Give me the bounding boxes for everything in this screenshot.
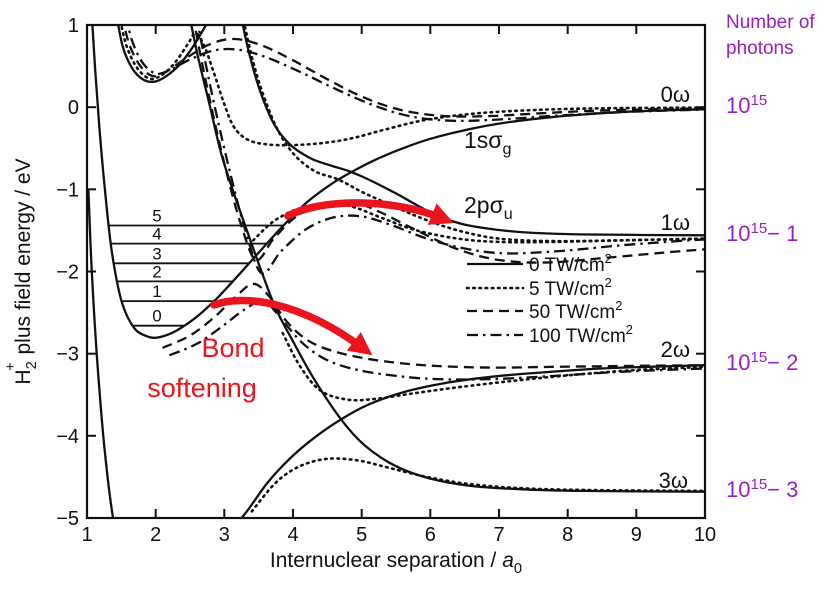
label-2p-sigma-u-part: u bbox=[504, 205, 513, 223]
curve-sigma-g-0omega bbox=[91, 25, 705, 339]
photon-panel-title-line2: photons bbox=[726, 38, 794, 59]
x-tick-label-4: 4 bbox=[287, 524, 298, 546]
y-tick-label-1: 1 bbox=[68, 15, 79, 37]
x-tick-label-8: 8 bbox=[562, 524, 573, 546]
axes-frame bbox=[85, 23, 707, 520]
curve-sigma-g-2omega bbox=[87, 189, 705, 518]
curve-dotted-2omega bbox=[281, 331, 705, 402]
legend-label-dashed-part: 50 TW/cm bbox=[529, 302, 615, 323]
curve-sigma-u-3omega bbox=[190, 25, 705, 493]
photons-0-part: 15 bbox=[750, 92, 767, 109]
y-tick-label-−3: −3 bbox=[56, 344, 79, 366]
curve-dashed-0omega bbox=[123, 25, 705, 118]
curve-dotted-0omega bbox=[119, 25, 705, 147]
curve-dashed-2omega bbox=[162, 282, 705, 369]
y-axis-title-part: 2 bbox=[24, 361, 40, 369]
label-1omega: 1ω bbox=[661, 210, 690, 235]
label-1omega-part: 1ω bbox=[661, 210, 690, 235]
x-tick-label-9: 9 bbox=[631, 524, 642, 546]
label-2p-sigma-u: 2pσu bbox=[464, 192, 513, 223]
y-axis-title-part: H bbox=[12, 369, 35, 384]
curve-dashdot-2omega bbox=[168, 299, 705, 381]
y-tick-label-−4: −4 bbox=[56, 426, 79, 448]
curves-group bbox=[87, 25, 705, 518]
photons-1-part: 15 bbox=[750, 220, 767, 237]
photons-1: 1015− 1 bbox=[726, 220, 798, 246]
bond-softening-arrow-1omega bbox=[284, 199, 454, 225]
label-2p-sigma-u-part: 2pσ bbox=[464, 192, 504, 218]
y-tick-label-−1: −1 bbox=[56, 179, 79, 201]
y-axis-title-part: + bbox=[3, 362, 19, 370]
photons-0-part: 10 bbox=[726, 93, 750, 118]
curve-dotted-3omega bbox=[250, 457, 705, 513]
curve-sigma-u-1omega bbox=[241, 25, 705, 237]
x-tick-label-6: 6 bbox=[425, 524, 436, 546]
y-axis-title: H2 + plus field energy / eV bbox=[3, 158, 40, 384]
photons-2-part: 10 bbox=[726, 350, 750, 375]
y-tick-label-0: 0 bbox=[68, 97, 79, 119]
legend-label-dashdot: 100 TW/cm2 bbox=[529, 322, 633, 347]
label-1s-sigma-g-part: g bbox=[503, 140, 512, 158]
photons-3-part: 15 bbox=[750, 476, 767, 493]
x-axis-title-part: a bbox=[502, 549, 514, 572]
legend-label-solid-part: 0 TW/cm bbox=[529, 255, 605, 276]
x-axis-title-part: Internuclear separation / bbox=[270, 549, 502, 572]
vibrational-level-label-0: 0 bbox=[152, 307, 161, 326]
photons-1-part: 10 bbox=[726, 221, 750, 246]
x-axis-title-part: 0 bbox=[514, 561, 522, 577]
bond-softening-text-line2: softening bbox=[147, 373, 257, 403]
x-tick-label-3: 3 bbox=[219, 524, 230, 546]
photons-3: 1015− 3 bbox=[726, 476, 798, 502]
label-2omega: 2ω bbox=[661, 337, 690, 362]
photon-panel-title-line1: Number of bbox=[726, 12, 815, 33]
legend-label-dashed: 50 TW/cm2 bbox=[529, 298, 622, 323]
label-2omega-part: 2ω bbox=[661, 337, 690, 362]
vibrational-level-label-5: 5 bbox=[152, 206, 161, 225]
legend-label-dashdot-part: 100 TW/cm bbox=[529, 326, 626, 347]
x-tick-label-7: 7 bbox=[493, 524, 504, 546]
x-tick-label-5: 5 bbox=[356, 524, 367, 546]
photons-2-part: − 2 bbox=[767, 350, 798, 375]
y-tick-label-−5: −5 bbox=[56, 508, 79, 530]
legend-label-solid: 0 TW/cm2 bbox=[529, 251, 612, 276]
vibrational-level-label-1: 1 bbox=[152, 282, 161, 301]
photons-0: 1015 bbox=[726, 92, 767, 118]
x-tick-label-2: 2 bbox=[150, 524, 161, 546]
vibrational-level-label-2: 2 bbox=[152, 262, 161, 281]
legend-label-dotted: 5 TW/cm2 bbox=[529, 275, 612, 300]
photons-1-part: − 1 bbox=[767, 221, 798, 246]
label-3omega-part: 3ω bbox=[659, 468, 688, 493]
label-1s-sigma-g: 1sσg bbox=[464, 127, 511, 158]
legend-label-dotted-part: 2 bbox=[605, 275, 612, 290]
bond-softening-text-line1: Bond bbox=[201, 333, 264, 363]
label-0omega-part: 0ω bbox=[661, 82, 690, 107]
legend-label-dashdot-part: 2 bbox=[626, 322, 633, 337]
x-tick-label-1: 1 bbox=[81, 524, 92, 546]
photons-3-part: − 3 bbox=[767, 477, 798, 502]
legend-label-dotted-part: 5 TW/cm bbox=[529, 279, 605, 300]
photons-3-part: 10 bbox=[726, 477, 750, 502]
photons-2: 1015− 2 bbox=[726, 349, 798, 375]
curve-upper-well-solid bbox=[117, 25, 208, 84]
vibrational-level-label-4: 4 bbox=[152, 225, 161, 244]
x-axis-title: Internuclear separation / a0 bbox=[270, 549, 522, 577]
photons-2-part: 15 bbox=[750, 349, 767, 366]
curve-dashdot-0omega bbox=[126, 25, 705, 123]
y-axis-title-part: plus field energy / eV bbox=[12, 158, 35, 360]
label-3omega: 3ω bbox=[659, 468, 688, 493]
label-1s-sigma-g-part: 1sσ bbox=[464, 127, 503, 153]
x-tick-label-10: 10 bbox=[694, 524, 716, 546]
bond-softening-arrow-2omega bbox=[210, 296, 373, 356]
legend-label-dashed-part: 2 bbox=[615, 298, 622, 313]
y-tick-label-−2: −2 bbox=[56, 262, 79, 284]
label-0omega: 0ω bbox=[661, 82, 690, 107]
legend-label-solid-part: 2 bbox=[605, 251, 612, 266]
vibrational-level-label-3: 3 bbox=[152, 244, 161, 263]
